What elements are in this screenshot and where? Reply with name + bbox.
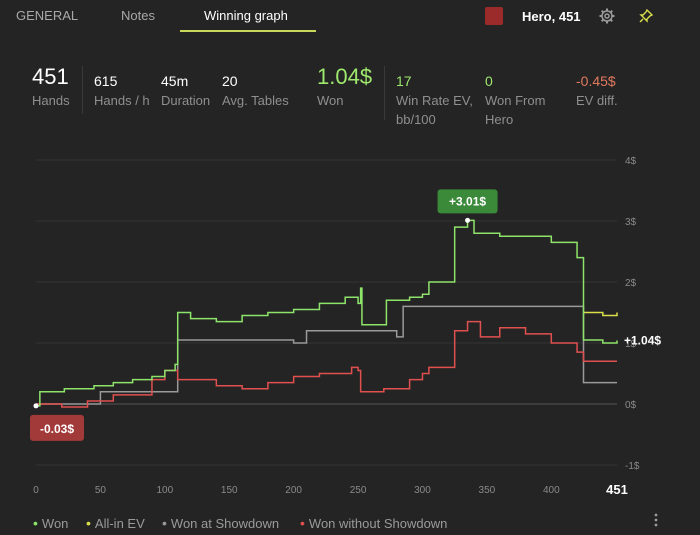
stats-divider	[384, 66, 385, 120]
legend-won[interactable]: • Won	[33, 515, 68, 531]
legend-won-marker: •	[33, 515, 38, 531]
legend-allin-ev-marker: •	[86, 515, 91, 531]
legend-won-without-showdown[interactable]: • Won without Showdown	[300, 515, 447, 531]
ev-diff-value: -0.45$	[576, 73, 616, 89]
pin-icon[interactable]	[636, 6, 656, 26]
x-last-label: 451	[606, 482, 628, 497]
y-tick-label: 4$	[625, 156, 637, 167]
winning-graph-chart: 4$ 3$ 2$ 1$ 0$ -1$ 0 50 100 150 200 250 300 350 400 451…	[30, 156, 661, 497]
gear-icon[interactable]	[597, 6, 617, 26]
y-tick-label: 3$	[625, 217, 637, 228]
max-annotation-badge	[437, 189, 498, 214]
tab-general[interactable]: GENERAL	[16, 8, 79, 23]
hands-value: 451	[32, 64, 69, 89]
won-value: 1.04$	[317, 64, 373, 89]
won-label: Won	[317, 93, 344, 108]
avg-tables-label: Avg. Tables	[222, 93, 289, 108]
active-tab-indicator	[180, 30, 316, 32]
y-tick-label: 0$	[625, 400, 637, 411]
duration-value: 45m	[161, 73, 189, 89]
ev-diff-label: EV diff.	[576, 93, 618, 108]
x-tick-label: 0	[33, 485, 39, 496]
legend-allin-ev[interactable]: • All-in EV	[86, 515, 145, 531]
y-tick-label: 1$	[625, 339, 637, 350]
x-tick-label: 400	[543, 485, 560, 496]
tab-winning-graph[interactable]: Winning graph	[204, 8, 288, 23]
y-tick-label: 2$	[625, 278, 637, 289]
x-tick-label: 200	[285, 485, 302, 496]
legend-no-showdown-label: Won without Showdown	[308, 516, 448, 531]
legend-won-at-showdown[interactable]: • Won at Showdown	[162, 515, 279, 531]
max-point-marker	[465, 217, 471, 223]
won-from-hero-label: Won From	[485, 93, 546, 108]
min-annotation-badge	[30, 414, 84, 441]
tab-notes[interactable]: Notes	[121, 8, 155, 23]
won-from-hero-value: 0	[485, 73, 493, 89]
x-tick-label: 300	[414, 485, 431, 496]
x-tick-label: 100	[156, 485, 173, 496]
stats-divider	[82, 66, 83, 114]
y-tick-label: -1$	[625, 461, 640, 472]
x-tick-label: 350	[479, 485, 496, 496]
hero-selector[interactable]: Hero, 451	[522, 9, 581, 24]
duration-label: Duration	[161, 93, 211, 108]
hands-per-hour-label: Hands / h	[94, 93, 150, 108]
hands-label: Hands	[32, 93, 70, 108]
series-won-at-showdown-line	[36, 305, 617, 405]
hands-per-hour-value: 615	[94, 73, 118, 89]
x-tick-label: 150	[221, 485, 238, 496]
series-won-without-showdown-line	[36, 320, 617, 408]
min-point-marker	[33, 403, 39, 409]
more-vertical-icon[interactable]	[646, 510, 666, 530]
legend-showdown-marker: •	[162, 515, 167, 531]
win-rate-value: 17	[396, 73, 412, 89]
win-rate-label-unit: bb/100	[396, 112, 436, 127]
legend-showdown-label: Won at Showdown	[170, 516, 280, 531]
max-annotation-label: +3.01$	[449, 194, 486, 208]
x-tick-label: 250	[350, 485, 367, 496]
series-won-line	[36, 219, 618, 407]
legend-won-label: Won	[41, 516, 69, 531]
win-rate-label: Win Rate EV,	[396, 93, 473, 108]
series-allin-ev-line	[583, 311, 618, 317]
min-annotation-label: -0.03$	[40, 422, 74, 436]
hero-color-swatch[interactable]	[485, 7, 503, 25]
legend-no-showdown-marker: •	[300, 515, 305, 531]
end-value-label: +1.04$	[624, 334, 661, 348]
tab-bar: GENERAL Notes Winning graph Hero, 451	[0, 0, 700, 32]
x-tick-label: 50	[95, 485, 107, 496]
avg-tables-value: 20	[222, 73, 238, 89]
won-from-hero-label-2: Hero	[485, 112, 514, 127]
legend-allin-ev-label: All-in EV	[94, 516, 145, 531]
